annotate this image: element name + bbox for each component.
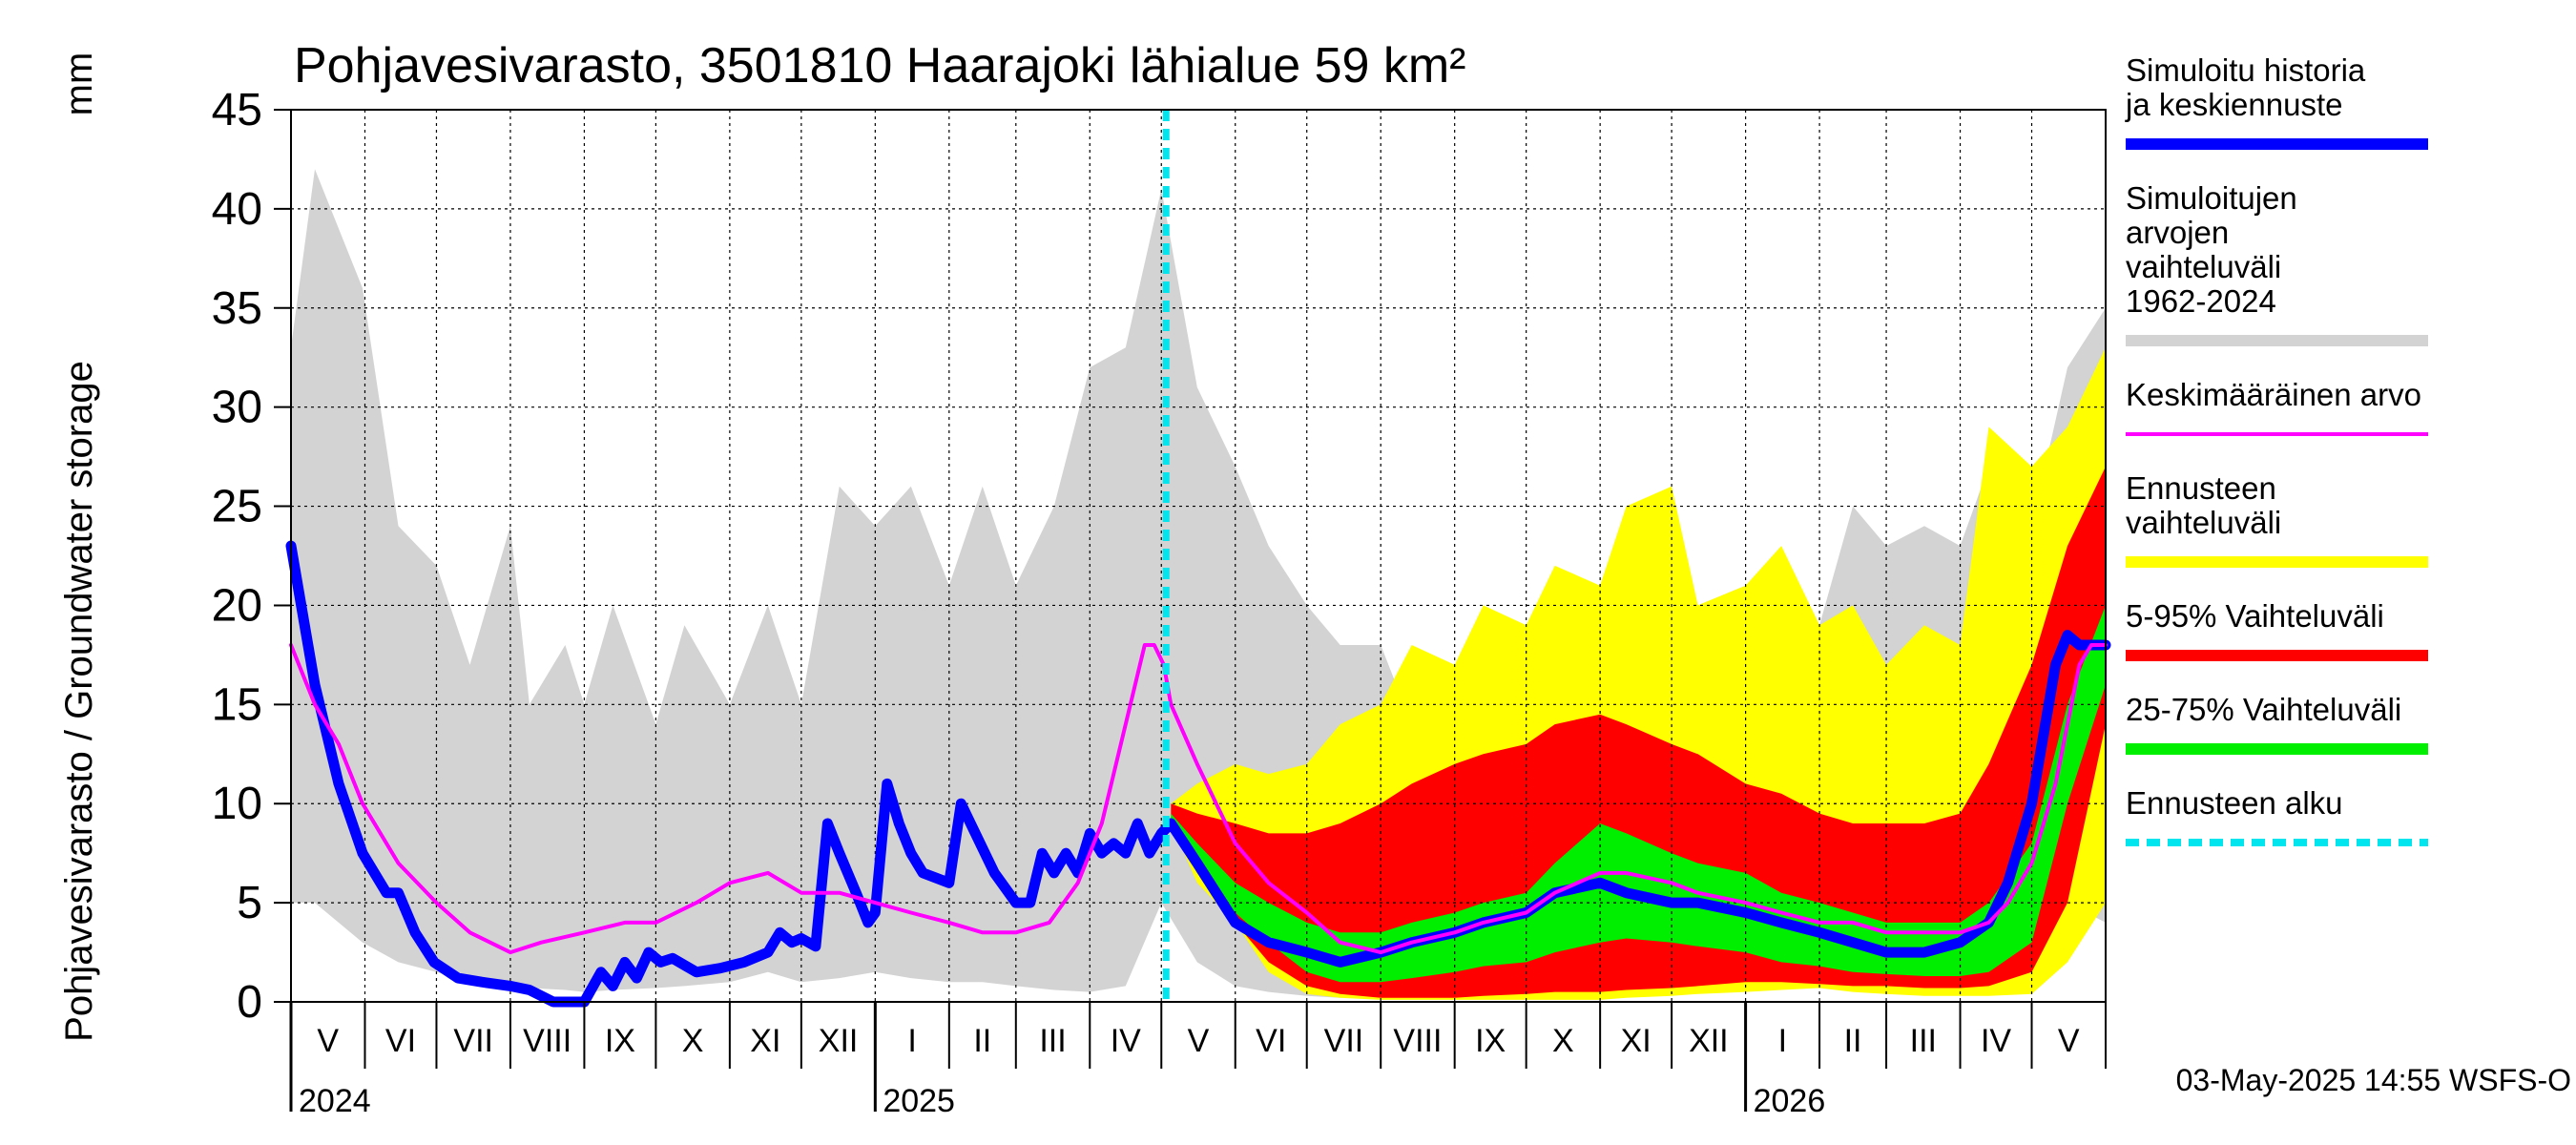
y-tick-label: 35 <box>212 283 262 334</box>
x-year-label: 2026 <box>1754 1083 1826 1119</box>
x-month-label: III <box>1910 1023 1937 1059</box>
x-month-label: VI <box>1256 1023 1286 1059</box>
y-tick-label: 0 <box>237 977 262 1028</box>
x-axis: V VI VII VIII IX X XI XII I II III IV V VI VII VIII IX X X… <box>289 1001 2107 1119</box>
range-bands <box>291 169 2106 1000</box>
legend-label-7: Ennusteen alku <box>2126 785 2343 821</box>
band-5-95-vaihteluv-li <box>1171 467 2106 998</box>
chart-title: Pohjavesivarasto, 3501810 Haarajoki lähi… <box>294 38 1466 94</box>
x-year-label: 2025 <box>883 1083 955 1119</box>
y-tick-label: 25 <box>212 482 262 532</box>
y-tick-label: 20 <box>212 580 262 631</box>
x-month-label: IX <box>605 1023 635 1059</box>
plot-area <box>285 110 2111 1008</box>
x-month-label: XII <box>819 1023 859 1059</box>
y-tick-label: 10 <box>212 779 262 829</box>
x-month-label: I <box>907 1023 916 1059</box>
y-axis-label: Pohjavesivarasto / Groundwater storage <box>58 361 100 1042</box>
y-tick-label: 15 <box>212 679 262 730</box>
x-month-label: IV <box>1981 1023 2011 1059</box>
x-month-label: II <box>1844 1023 1862 1059</box>
x-month-label: V <box>317 1023 339 1059</box>
x-month-label: XI <box>750 1023 780 1059</box>
x-month-label: V <box>2058 1023 2080 1059</box>
x-year-label: 2024 <box>299 1083 371 1119</box>
y-axis-unit: mm <box>58 52 100 116</box>
x-month-label: VII <box>1324 1023 1364 1059</box>
x-month-label: XII <box>1689 1023 1729 1059</box>
band-25-75-vaihteluv-li <box>1171 605 2106 983</box>
line-keskim-r-inen-arvo <box>289 643 2108 955</box>
legend-label-6: 25-75% Vaihteluväli <box>2126 692 2401 727</box>
x-month-label: II <box>973 1023 991 1059</box>
timestamp-footer: 03-May-2025 14:55 WSFS-O <box>2176 1063 2571 1097</box>
x-month-label: VI <box>385 1023 416 1059</box>
legend-label-5: 5-95% Vaihteluväli <box>2126 598 2384 634</box>
y-tick-label: 5 <box>237 878 262 928</box>
series-lines <box>285 110 2111 1008</box>
x-month-label: VII <box>453 1023 493 1059</box>
x-month-label: IV <box>1111 1023 1141 1059</box>
x-month-label: X <box>1552 1023 1574 1059</box>
legend-label-3: Keskimääräinen arvo <box>2126 377 2421 412</box>
x-month-label: III <box>1039 1023 1066 1059</box>
line-simuloitu-historia-ja-keskiennuste <box>285 540 2111 1008</box>
x-month-label: V <box>1188 1023 1210 1059</box>
y-tick-label: 30 <box>212 383 262 433</box>
x-month-label: VIII <box>523 1023 571 1059</box>
y-tick-label: 40 <box>212 184 262 235</box>
y-tick-label: 45 <box>212 85 262 135</box>
y-axis: 0 5 10 15 20 25 30 35 40 45 <box>212 85 291 1028</box>
x-month-label: XI <box>1621 1023 1652 1059</box>
x-month-label: IX <box>1475 1023 1506 1059</box>
x-month-label: I <box>1778 1023 1787 1059</box>
legend-label-4: Ennusteen vaihteluväli <box>2126 470 2281 540</box>
x-month-label: VIII <box>1393 1023 1442 1059</box>
legend: Simuloitu historia ja keskiennuste Simuloi… <box>2125 52 2428 846</box>
legend-label-2: Simuloitujen arvojen vaihteluväli 1962-2024 <box>2126 180 2297 319</box>
x-month-label: X <box>682 1023 704 1059</box>
legend-label-1: Simuloitu historia ja keskiennuste <box>2125 52 2366 122</box>
